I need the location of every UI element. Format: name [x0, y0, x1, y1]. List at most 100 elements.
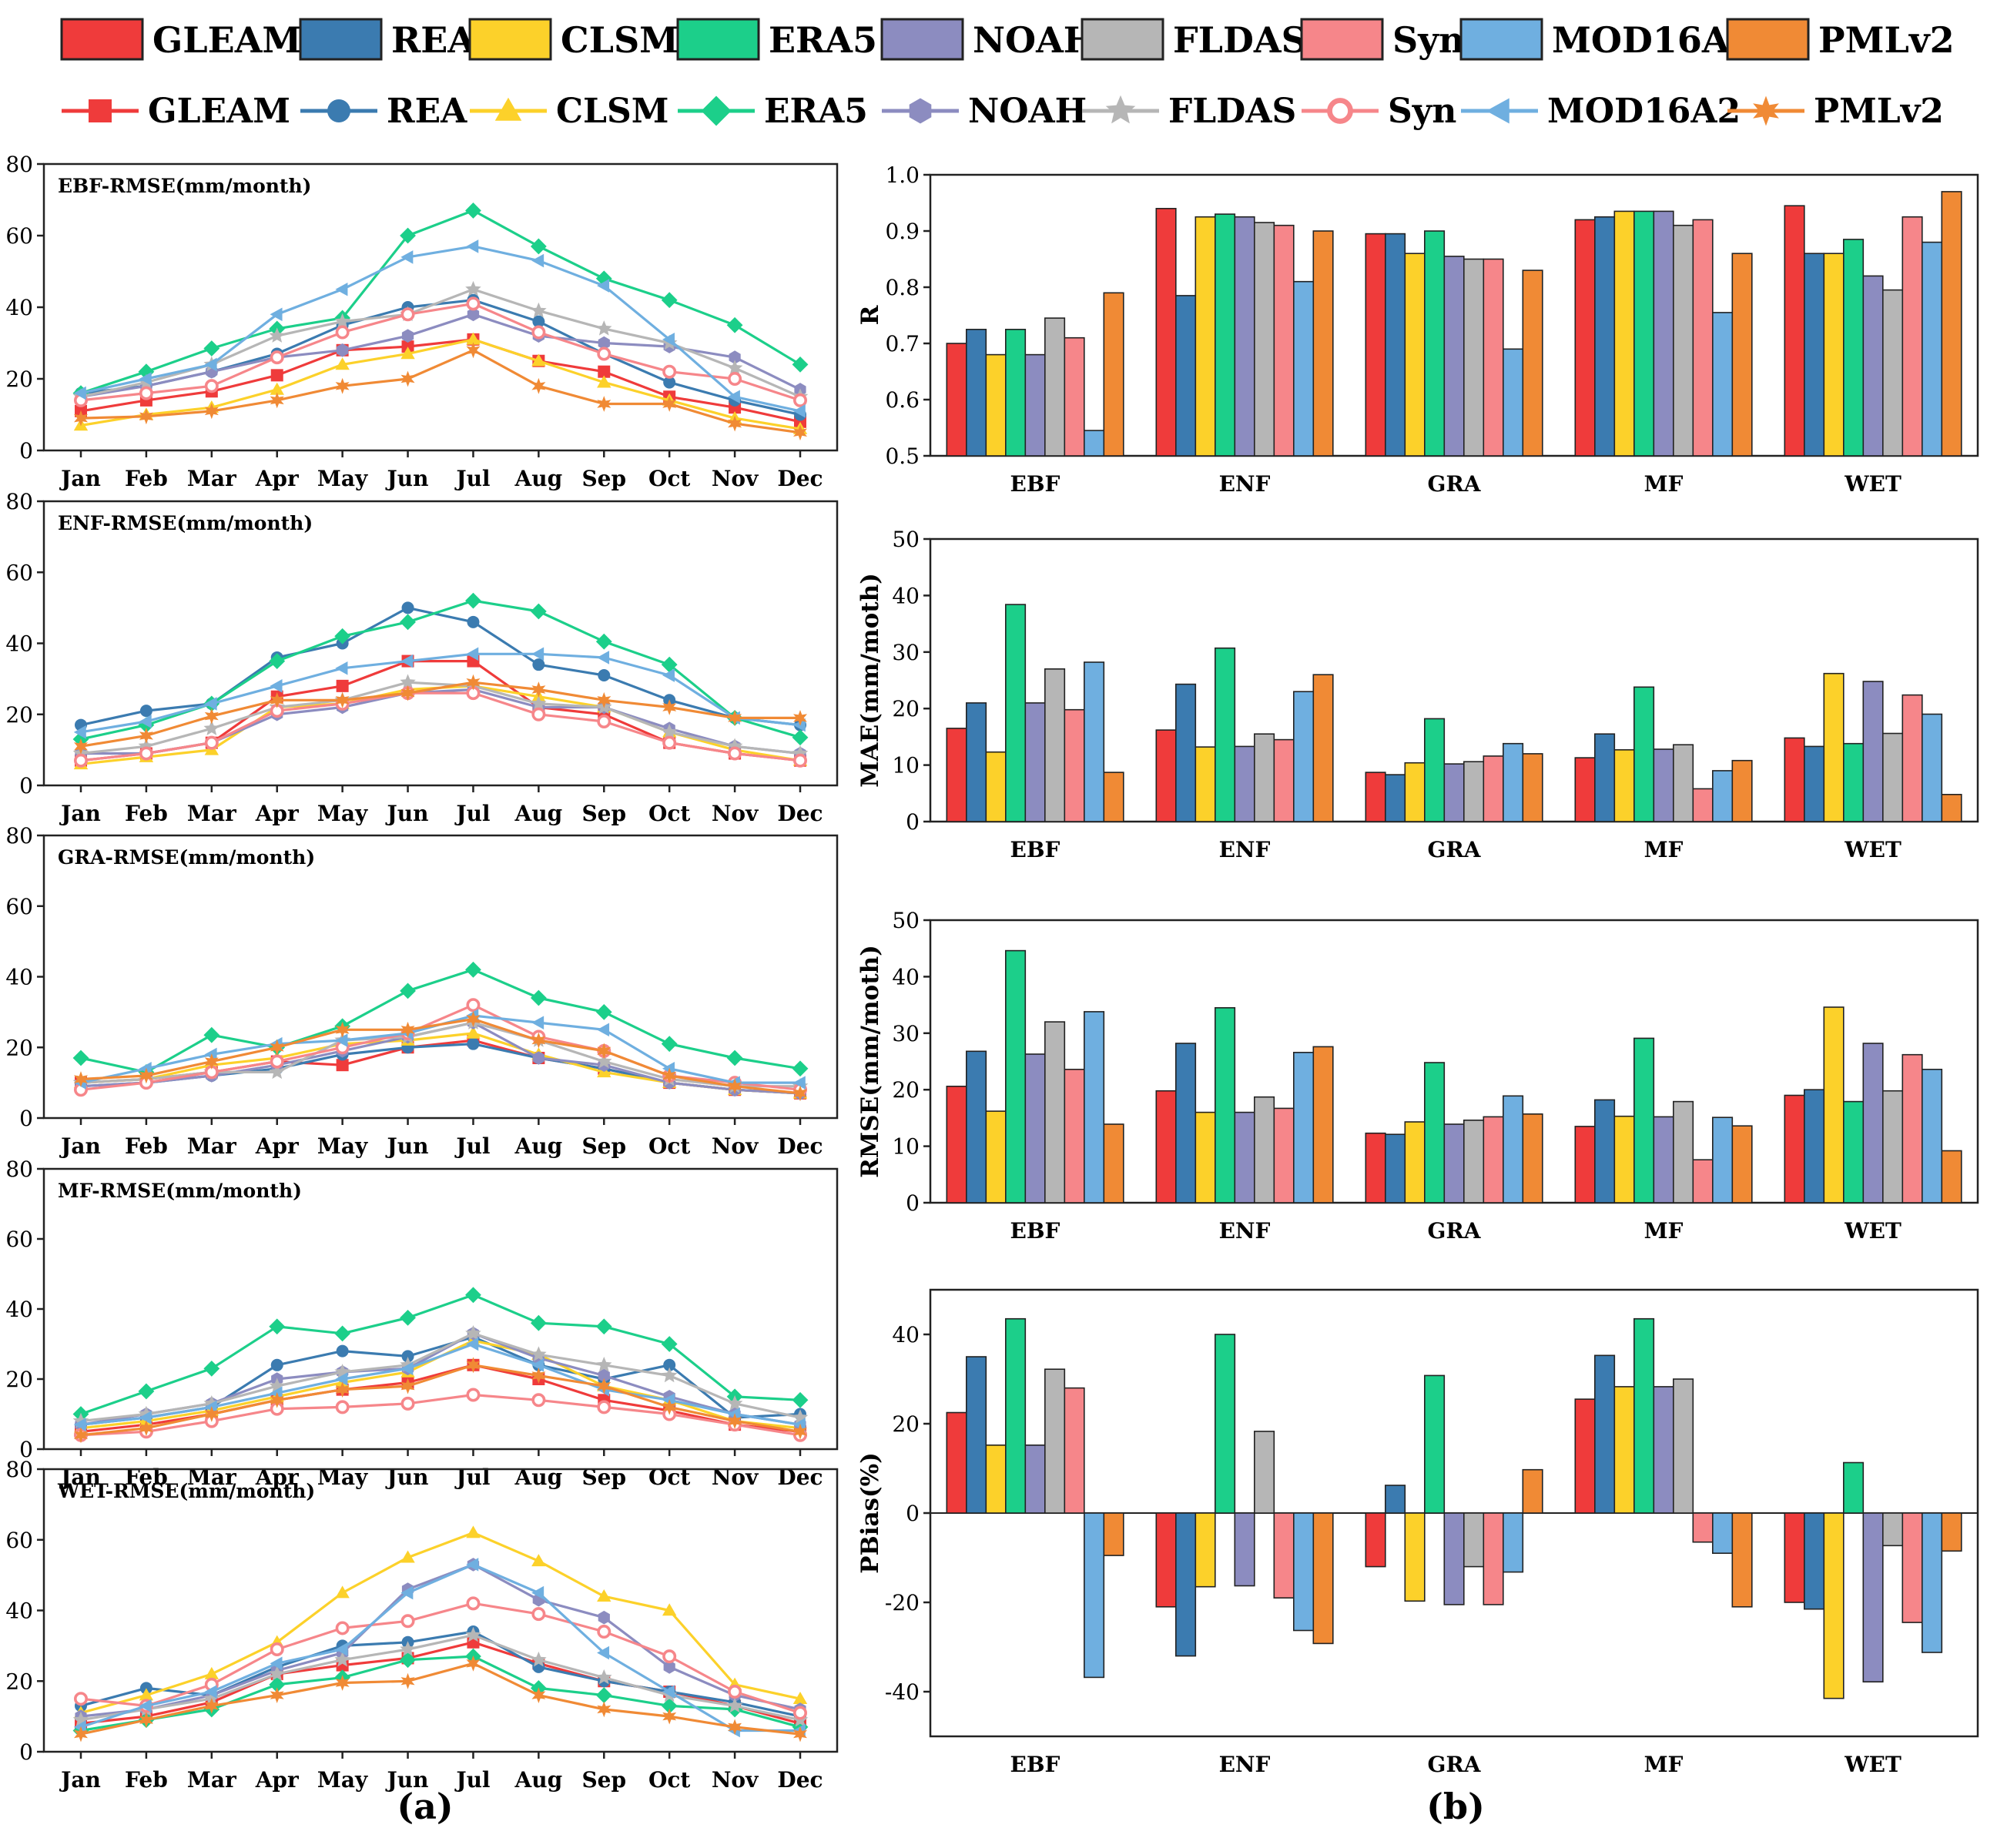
point-syn-oct: [662, 1649, 677, 1664]
point-syn-feb: [139, 746, 153, 761]
series-line-gleam: [80, 338, 801, 424]
bar-gleam-wet: [1784, 737, 1805, 822]
point-era5-sep: [595, 1687, 612, 1703]
point-noah-jul: [467, 307, 480, 322]
bar-clsm-mf: [1613, 1115, 1635, 1204]
y-tick-label: 0.6: [885, 387, 920, 413]
point-pmlv2-feb: [139, 1712, 153, 1729]
point-era5-aug: [530, 1314, 547, 1331]
bar-noah-enf: [1234, 216, 1255, 457]
point-syn-aug: [531, 1607, 546, 1622]
bar-syn-gra: [1483, 755, 1504, 822]
point-syn-may: [335, 325, 350, 340]
point-syn-may: [335, 1621, 350, 1635]
bar-mod16a2-ebf: [1084, 430, 1105, 457]
point-rea-jun: [401, 601, 414, 614]
point-era5-jul: [465, 203, 481, 219]
point-mod16a2-may: [335, 1033, 348, 1047]
legend-bar-label-clsm: CLSM: [561, 19, 679, 61]
point-fldas-aug: [531, 1651, 547, 1667]
series-line-fldas: [80, 681, 801, 755]
y-tick-label: 20: [5, 367, 33, 392]
bar-gleam-ebf: [946, 1411, 967, 1514]
point-mod16a2-apr: [270, 1386, 283, 1400]
point-fldas-dec: [792, 1409, 809, 1424]
point-era5-oct: [661, 1036, 678, 1053]
x-tick-label-sep: Sep: [581, 1767, 626, 1793]
point-noah-sep: [598, 336, 610, 350]
bar-mod16a2-mf: [1712, 312, 1734, 457]
point-noah-sep: [598, 1368, 610, 1383]
bar-pmlv2-gra: [1522, 1113, 1543, 1204]
x-tick-label-sep: Sep: [581, 801, 626, 826]
bar-syn-gra: [1483, 258, 1504, 457]
bar-rea-gra: [1385, 774, 1406, 822]
bar-fldas-ebf: [1044, 1021, 1066, 1204]
x-tick-label-jun: Jun: [385, 1767, 429, 1793]
chart-title: MF-RMSE(mm/month): [58, 1180, 302, 1202]
series-noah: [75, 682, 806, 761]
x-tick-label-jan: Jan: [59, 1133, 101, 1159]
category-label-ebf: EBF: [1010, 1752, 1060, 1777]
legend-line-label-pmlv2: PMLv2: [1814, 92, 1944, 131]
bar-noah-wet: [1862, 1512, 1884, 1682]
point-pmlv2-oct: [662, 1708, 677, 1725]
bar-pmlv2-mf: [1731, 253, 1753, 457]
point-mod16a2-nov: [727, 1407, 740, 1421]
y-tick-label: 50: [892, 908, 920, 933]
bar-pmlv2-ebf: [1103, 1123, 1124, 1204]
series-line-pmlv2: [80, 349, 801, 434]
bar-gleam-wet: [1784, 1512, 1805, 1603]
series-line-pmlv2: [80, 1017, 801, 1095]
series-mod16a2: [73, 1337, 806, 1431]
y-tick-label: 0.8: [885, 275, 920, 300]
bar-syn-ebf: [1064, 1069, 1085, 1204]
x-tick-label-nov: Nov: [712, 466, 759, 491]
bar-clsm-ebf: [985, 1445, 1007, 1514]
point-noah-jun: [401, 329, 414, 343]
point-era5-sep: [595, 1003, 612, 1020]
point-pmlv2-jan: [74, 1726, 88, 1743]
x-tick-label-dec: Dec: [777, 1133, 823, 1159]
point-syn-mar: [204, 735, 219, 750]
bar-mod16a2-gra: [1503, 1095, 1524, 1204]
y-tick-label: 0: [19, 1739, 33, 1765]
series-mod16a2: [73, 1558, 806, 1738]
bar-noah-mf: [1653, 1386, 1674, 1514]
bar-rea-enf: [1175, 683, 1197, 822]
point-mod16a2-may: [335, 282, 348, 296]
legend-marker-gleam: [89, 99, 112, 122]
point-clsm-may: [335, 357, 350, 370]
point-rea-jul: [467, 615, 480, 628]
y-tick-label: -40: [885, 1679, 920, 1705]
point-pmlv2-sep: [597, 1378, 611, 1394]
y-axis-label: RMSE(mm/moth): [856, 945, 884, 1178]
point-fldas-sep: [596, 1357, 612, 1372]
point-mod16a2-feb: [139, 1061, 152, 1076]
point-syn-jun: [400, 307, 415, 322]
point-syn-oct: [662, 735, 677, 750]
point-era5-apr: [269, 653, 286, 669]
series-pmlv2: [74, 1357, 807, 1444]
bar-pmlv2-wet: [1941, 794, 1962, 822]
bar-fldas-wet: [1882, 289, 1904, 457]
y-tick-label: 20: [5, 1035, 33, 1060]
point-pmlv2-apr: [270, 1391, 284, 1408]
bar-rea-wet: [1804, 253, 1825, 457]
point-clsm-sep: [597, 1589, 611, 1602]
point-pmlv2-sep: [597, 1701, 611, 1718]
point-syn-aug: [531, 707, 546, 721]
point-pmlv2-apr: [270, 1687, 284, 1703]
point-era5-mar: [203, 1026, 220, 1043]
bar-era5-mf: [1633, 686, 1655, 822]
point-gleam-sep: [598, 365, 611, 378]
category-label-wet: WET: [1844, 471, 1902, 497]
point-clsm-sep: [597, 375, 611, 388]
bar-pmlv2-mf: [1731, 759, 1753, 822]
point-era5-dec: [792, 357, 809, 373]
point-era5-aug: [530, 603, 547, 620]
point-mod16a2-sep: [597, 1023, 610, 1037]
category-label-gra: GRA: [1428, 1218, 1482, 1244]
point-era5-may: [334, 628, 351, 644]
